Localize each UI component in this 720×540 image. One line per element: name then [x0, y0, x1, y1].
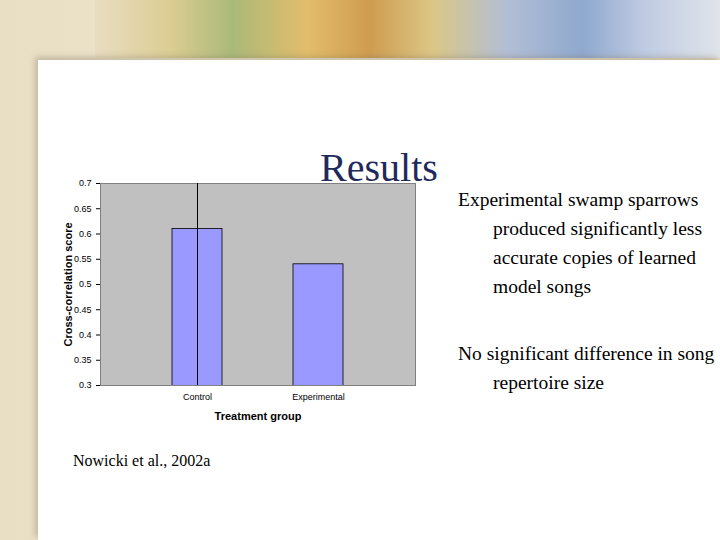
svg-text:0.55: 0.55 — [74, 254, 92, 264]
svg-text:0.45: 0.45 — [74, 305, 92, 315]
svg-text:0.65: 0.65 — [74, 204, 92, 214]
svg-text:0.4: 0.4 — [79, 330, 92, 340]
html-text:Results: Results — [320, 145, 438, 190]
svg-text:0.5: 0.5 — [79, 279, 92, 289]
svg-text:Treatment group: Treatment group — [215, 410, 302, 422]
html-text:No significant difference in s: No significant difference in song repert… — [458, 343, 715, 393]
svg-text:0.35: 0.35 — [74, 355, 92, 365]
svg-text:Cross-correlation score: Cross-correlation score — [62, 222, 74, 346]
html-text:Nowicki et al., 2002a: Nowicki et al., 2002a — [73, 452, 211, 469]
svg-text:0.3: 0.3 — [79, 380, 92, 390]
svg-text:0.6: 0.6 — [79, 229, 92, 239]
svg-text:Control: Control — [183, 392, 212, 402]
html-text:Experimental swamp sparrows pr: Experimental swamp sparrows produced sig… — [458, 189, 702, 297]
svg-text:Experimental: Experimental — [292, 392, 345, 402]
svg-text:0.7: 0.7 — [79, 178, 92, 188]
